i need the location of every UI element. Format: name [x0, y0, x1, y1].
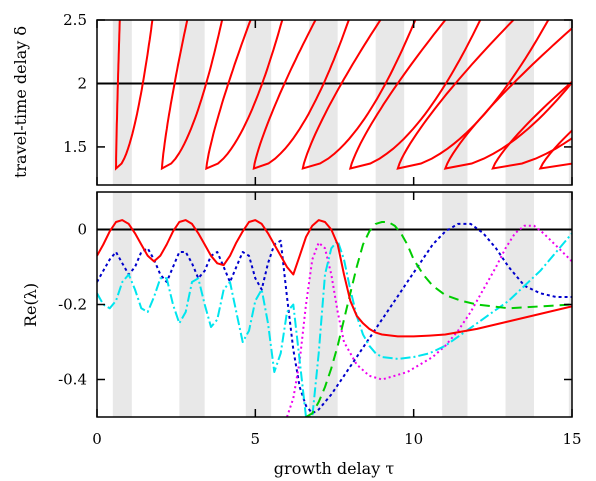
top-y-axis-label: travel-time delay δ — [11, 26, 30, 178]
bottom-series — [97, 219, 572, 417]
delta-curve-2 — [160, 20, 224, 171]
top-curves — [114, 20, 572, 171]
bottom-panel: 0 -0.2 -0.4 0 5 10 15 Re(λ) growth delay τ — [21, 191, 582, 478]
shaded-band — [375, 192, 405, 417]
delta-curve-3 — [205, 20, 284, 171]
shaded-band — [568, 20, 572, 185]
delta-curve-8 — [443, 26, 572, 170]
series-line-4 — [286, 224, 572, 417]
bottom-x-tick-label: 15 — [562, 430, 581, 448]
delta-curve-5 — [301, 20, 417, 170]
delta-curve-1 — [114, 20, 154, 171]
delta-curve-10 — [538, 129, 572, 170]
bottom-x-tick-label: 5 — [251, 430, 261, 448]
top-y-tick-label: 1.5 — [63, 138, 87, 156]
shaded-band — [179, 192, 205, 417]
series-line-5 — [97, 232, 572, 417]
shaded-band — [112, 192, 132, 417]
delta-curve-4 — [252, 20, 350, 170]
shaded-band — [442, 20, 468, 185]
bottom-shaded-bands — [112, 192, 572, 417]
bottom-plot-frame — [96, 191, 573, 418]
delta-curve-6 — [348, 20, 482, 170]
bottom-y-tick-label: -0.4 — [58, 371, 87, 389]
bottom-ticks: 0 -0.2 -0.4 0 5 10 15 — [58, 192, 582, 448]
delta-curve-9 — [491, 80, 572, 170]
shaded-band — [245, 192, 272, 417]
shaded-band — [245, 20, 272, 185]
shaded-band — [505, 20, 534, 185]
series-line-1 — [97, 219, 572, 338]
top-panel: 1.5 2 2.5 travel-time delay δ — [11, 11, 573, 186]
bottom-x-tick-label: 10 — [404, 430, 423, 448]
top-y-tick-label: 2.5 — [63, 11, 87, 29]
bottom-y-tick-label: 0 — [77, 221, 87, 239]
delta-curve-7 — [396, 20, 550, 170]
top-y-tick-label: 2 — [77, 74, 87, 92]
top-shaded-bands — [112, 20, 572, 185]
top-plot-frame — [96, 19, 573, 186]
bottom-y-axis-label: Re(λ) — [21, 283, 40, 327]
x-axis-label: growth delay τ — [274, 459, 395, 478]
bottom-x-tick-label: 0 — [92, 430, 102, 448]
bottom-y-tick-label: -0.2 — [58, 296, 87, 314]
